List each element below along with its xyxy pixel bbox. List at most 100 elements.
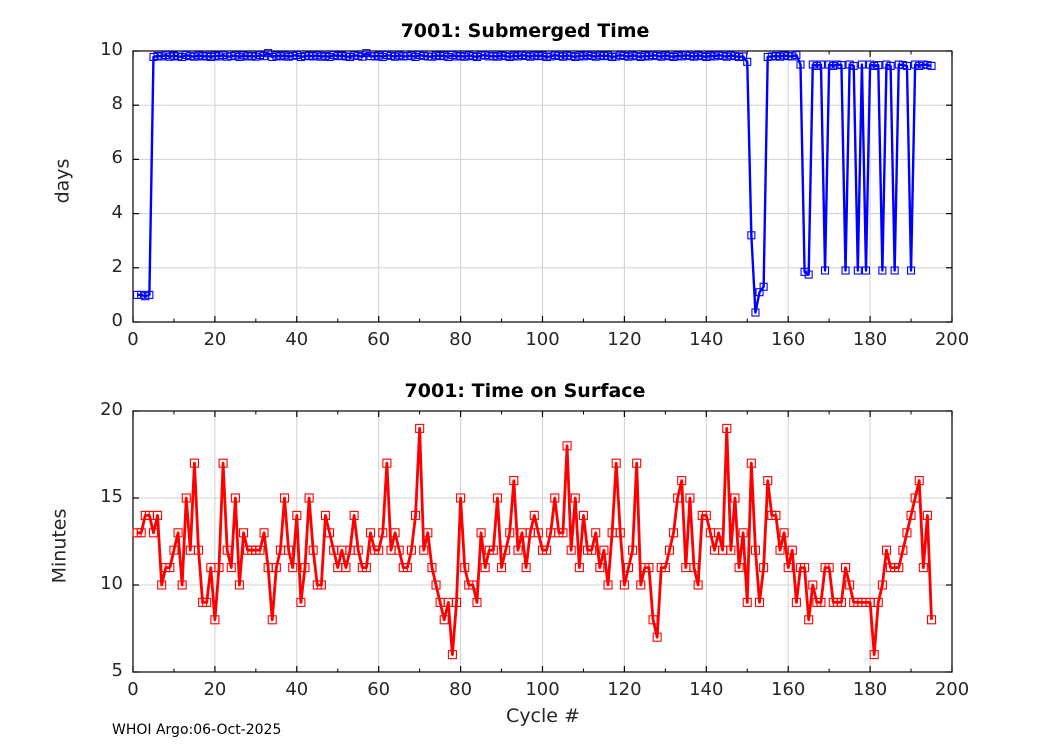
data-point-marker <box>321 51 330 60</box>
data-point-marker <box>669 52 678 62</box>
data-point-marker <box>563 51 572 60</box>
data-point-marker <box>456 493 466 503</box>
data-point-marker <box>816 597 826 607</box>
data-point-marker <box>714 528 724 538</box>
data-point-marker <box>906 510 916 520</box>
data-point-marker <box>787 545 797 555</box>
data-point-marker <box>657 52 666 61</box>
data-point-marker <box>820 266 830 275</box>
data-point-marker <box>632 458 642 468</box>
data-point-marker <box>234 580 245 590</box>
data-point-marker <box>350 51 359 60</box>
data-point-marker <box>726 51 735 60</box>
data-point-marker <box>918 563 928 573</box>
data-point-marker <box>833 60 842 69</box>
data-point-marker <box>468 580 478 590</box>
data-point-marker <box>611 458 621 468</box>
data-point-marker <box>603 51 613 60</box>
x-tick-label: 160 <box>771 679 806 700</box>
data-point-marker <box>169 51 178 60</box>
data-point-marker <box>755 288 764 297</box>
data-point-marker <box>353 545 363 555</box>
data-point-marker <box>595 51 604 60</box>
data-point-marker <box>922 510 932 520</box>
data-point-marker <box>141 292 150 301</box>
data-point-marker <box>193 545 204 555</box>
data-point-marker <box>300 52 310 61</box>
data-point-marker <box>910 493 920 503</box>
x-tick-label: 40 <box>285 679 309 700</box>
data-point-marker <box>427 563 437 573</box>
data-point-marker <box>267 615 277 625</box>
x-tick-label: 100 <box>525 329 560 350</box>
data-point-marker <box>837 61 846 70</box>
data-point-marker <box>722 423 732 433</box>
data-point-marker <box>153 51 162 60</box>
data-point-marker <box>382 458 392 468</box>
data-point-marker <box>530 51 539 60</box>
data-point-marker <box>632 52 641 61</box>
data-point-marker <box>746 458 756 468</box>
data-point-marker <box>395 51 404 60</box>
data-point-marker <box>567 52 576 61</box>
data-point-marker <box>853 266 862 275</box>
data-point-marker <box>489 51 498 60</box>
data-point-marker <box>501 545 511 555</box>
data-point-marker <box>751 308 760 317</box>
data-point-marker <box>870 61 879 70</box>
x-tick-label: 120 <box>607 329 642 350</box>
data-point-marker <box>808 580 818 590</box>
data-point-marker <box>694 51 703 60</box>
data-point-marker <box>361 563 371 573</box>
data-point-marker <box>857 60 866 69</box>
data-point-marker <box>845 580 855 590</box>
data-point-marker <box>296 597 306 607</box>
data-point-marker <box>628 51 637 60</box>
data-point-marker <box>178 52 187 62</box>
data-point-marker <box>734 563 744 573</box>
data-point-marker <box>578 510 589 520</box>
y-tick-label: 15 <box>100 486 123 507</box>
data-point-marker <box>882 60 891 69</box>
data-point-marker <box>665 52 674 61</box>
data-point-marker <box>513 545 523 555</box>
data-point-marker <box>767 52 776 61</box>
data-point-marker <box>460 563 470 573</box>
data-point-marker <box>174 52 183 61</box>
x-axis-label-cycle: Cycle # <box>506 705 580 727</box>
data-point-marker <box>550 51 559 60</box>
data-point-marker <box>644 52 654 61</box>
data-point-marker <box>829 61 838 70</box>
data-point-marker <box>218 458 228 468</box>
data-point-marker <box>685 51 694 60</box>
data-point-marker <box>378 52 387 62</box>
data-point-marker <box>157 52 166 61</box>
data-point-marker <box>919 60 928 69</box>
data-point-marker <box>685 493 695 503</box>
data-point-marker <box>636 580 646 590</box>
data-point-marker <box>840 563 851 573</box>
data-point-marker <box>878 266 887 275</box>
data-point-marker <box>403 52 412 61</box>
data-point-marker <box>394 545 404 555</box>
data-series-line <box>137 427 933 656</box>
data-point-marker <box>165 563 175 573</box>
data-point-marker <box>681 51 690 60</box>
data-point-marker <box>640 51 649 60</box>
data-point-marker <box>317 52 326 61</box>
data-point-marker <box>288 51 297 60</box>
data-point-marker <box>902 61 912 70</box>
data-point-marker <box>902 528 912 538</box>
data-point-marker <box>664 545 675 555</box>
data-point-marker <box>136 528 146 538</box>
data-point-marker <box>165 52 174 61</box>
data-point-marker <box>189 458 199 468</box>
data-point-marker <box>415 51 424 60</box>
data-point-marker <box>456 51 465 60</box>
data-point-marker <box>226 563 236 573</box>
data-point-marker <box>615 528 625 538</box>
data-point-marker <box>276 52 285 61</box>
data-point-marker <box>227 52 236 61</box>
data-point-marker <box>341 52 350 61</box>
